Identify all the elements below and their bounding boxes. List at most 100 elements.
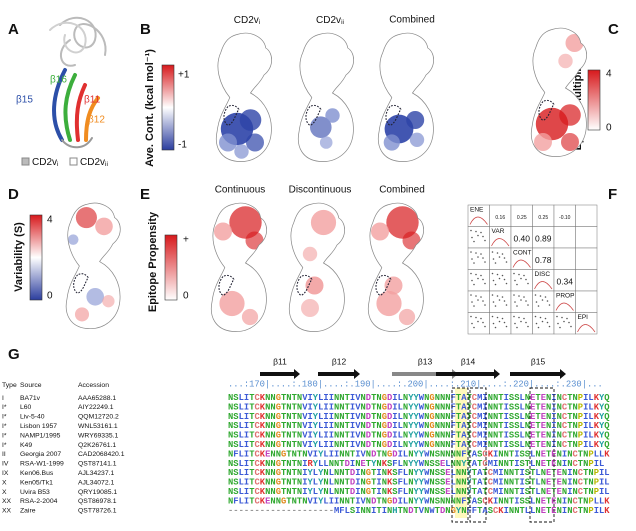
row-source: Ken05/Tk1 bbox=[20, 479, 53, 486]
scatter-dot bbox=[473, 305, 475, 307]
row-source: Zaire bbox=[20, 508, 36, 515]
scatter-dot bbox=[501, 274, 504, 277]
row-type: XX bbox=[2, 508, 12, 515]
scatter-dot bbox=[535, 322, 538, 325]
scatter-dot bbox=[568, 321, 570, 324]
strand-arrow bbox=[318, 369, 360, 379]
row-source: RSA-2-2004 bbox=[20, 498, 58, 505]
sequence: NSLITCKNNGTNTNIYLYNLNNTDINGTINKSFLNYYWNS… bbox=[228, 469, 610, 479]
matrix-cell bbox=[510, 269, 533, 292]
matrix-cell bbox=[510, 312, 533, 335]
scatter-dot bbox=[477, 234, 479, 237]
matrix-cell bbox=[510, 290, 533, 313]
surface-patches bbox=[310, 108, 340, 149]
surface-patch bbox=[371, 222, 389, 241]
column-header: Accession bbox=[78, 382, 109, 389]
epitope-outline bbox=[305, 104, 322, 126]
matrix-cell bbox=[575, 312, 598, 335]
scatter-dot bbox=[477, 320, 479, 323]
scatter-dot bbox=[514, 301, 516, 303]
column-header: Type bbox=[2, 382, 17, 389]
scatter-dot bbox=[518, 316, 520, 319]
surface-patch bbox=[561, 133, 579, 151]
strand-label: β16 bbox=[50, 75, 67, 86]
surface-patch bbox=[75, 207, 97, 229]
matrix-cell bbox=[489, 290, 512, 313]
correlation-coefficient: 0.25 bbox=[517, 215, 527, 221]
surface-patch bbox=[234, 144, 249, 159]
surface-patch bbox=[319, 136, 333, 149]
row-type: X bbox=[2, 489, 7, 496]
scatter-dot bbox=[534, 315, 537, 318]
scatter-dot bbox=[496, 252, 499, 254]
scatter-dot bbox=[482, 321, 484, 324]
scatter-dot bbox=[477, 256, 479, 258]
scatter-dot bbox=[477, 299, 479, 301]
scatter-dot bbox=[516, 305, 518, 307]
colorbar-tick: 0 bbox=[606, 123, 612, 134]
colorbar-tick: 0 bbox=[47, 291, 53, 302]
scatter-dot bbox=[537, 326, 540, 329]
surface-patch bbox=[241, 308, 259, 326]
correlation-coefficient: 0.40 bbox=[513, 234, 530, 244]
colorbar bbox=[164, 234, 178, 301]
matrix-cell bbox=[553, 247, 576, 270]
scatter-dot bbox=[484, 239, 486, 242]
protein-surface bbox=[377, 32, 435, 163]
sequence-ruler: ...:170|....:.180|....:.190|....:.200|..… bbox=[228, 379, 603, 389]
matrix-cell bbox=[467, 247, 490, 270]
protein-surface bbox=[210, 202, 268, 333]
matrix-cell bbox=[467, 226, 490, 249]
legend-label: CD2vii bbox=[80, 157, 108, 168]
surface-patch bbox=[406, 111, 425, 129]
surface-patches bbox=[383, 111, 425, 151]
heading-text: CD2v bbox=[316, 15, 341, 26]
row-type: I* bbox=[2, 423, 7, 430]
surface-patch bbox=[325, 108, 340, 123]
row-type: I* bbox=[2, 442, 7, 449]
legend-text: CD2v bbox=[32, 157, 57, 168]
heading-subscript: i bbox=[259, 19, 260, 26]
row-accession: Q2K26761.1 bbox=[78, 442, 116, 449]
scatter-dot bbox=[513, 294, 515, 296]
colorbar-label: Variability (S) bbox=[13, 222, 25, 292]
scatter-dot bbox=[525, 321, 527, 324]
region-box bbox=[451, 387, 469, 523]
row-source: Georgia 2007 bbox=[20, 451, 61, 458]
surface-patch bbox=[383, 134, 400, 151]
surface-patch bbox=[219, 290, 245, 317]
colorbar-tick: 4 bbox=[47, 215, 53, 226]
panel-letter: G bbox=[8, 346, 20, 363]
epitope-outline bbox=[538, 99, 555, 121]
strand-label: β14 bbox=[461, 356, 476, 366]
column-header: Source bbox=[20, 382, 42, 389]
scatter-dot bbox=[557, 322, 559, 325]
column-heading: Combined bbox=[379, 185, 425, 196]
colorbar-tick: 4 bbox=[606, 69, 612, 80]
surface-patches bbox=[67, 207, 115, 322]
matrix-cell bbox=[467, 269, 490, 292]
row-source: Lisbon 1957 bbox=[20, 423, 57, 430]
row-source: Liv-5-40 bbox=[20, 414, 45, 421]
panel-letter: B bbox=[140, 21, 151, 38]
surface-patch bbox=[409, 132, 425, 147]
correlation-coefficient: -0.10 bbox=[559, 215, 571, 221]
scatter-dot bbox=[534, 294, 537, 296]
surface-patch bbox=[559, 104, 581, 126]
surface-patch bbox=[386, 206, 419, 239]
scatter-dot bbox=[471, 279, 473, 282]
row-source: K49 bbox=[20, 442, 32, 449]
strand-label: β15 bbox=[531, 356, 546, 366]
scatter-dot bbox=[484, 304, 486, 306]
column-heading: Continuous bbox=[215, 185, 266, 196]
column-heading: Discontinuous bbox=[289, 185, 352, 196]
epitope-outline bbox=[223, 104, 240, 126]
row-type: I* bbox=[2, 414, 7, 421]
column-heading: CD2vi bbox=[234, 15, 260, 26]
protein-surface bbox=[215, 32, 273, 163]
surface-patch bbox=[302, 246, 318, 262]
surface-patch bbox=[95, 217, 113, 236]
protein-surface bbox=[367, 202, 425, 333]
scatter-dot bbox=[501, 253, 504, 255]
scatter-dot bbox=[475, 273, 477, 276]
